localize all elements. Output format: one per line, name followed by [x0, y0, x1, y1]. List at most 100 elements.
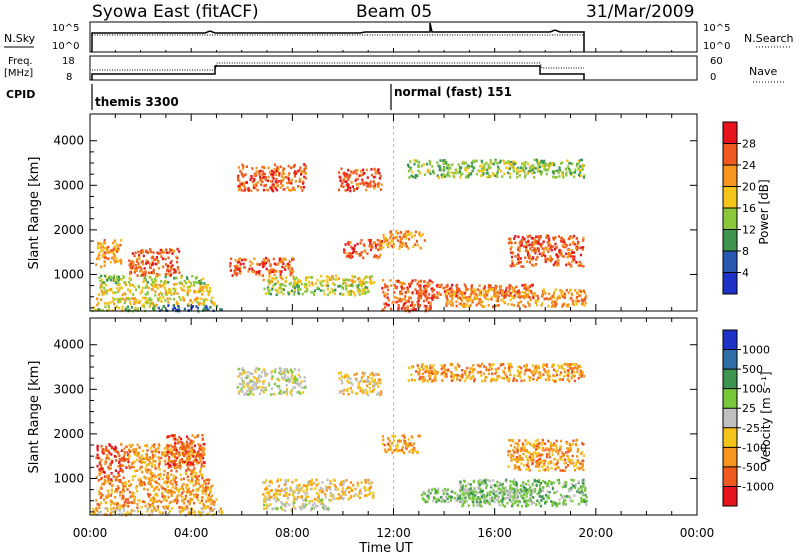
velocity-cell-r12 — [477, 481, 480, 485]
velocity-cell-r4 — [177, 465, 180, 468]
velocity-cell-r4 — [142, 461, 145, 464]
power-cell-r7 — [261, 262, 264, 266]
velocity-cell-r12 — [492, 489, 495, 493]
power-cell-r16 — [469, 303, 472, 307]
power-cell-r15 — [470, 285, 473, 289]
velocity-cell-r7 — [342, 483, 345, 486]
velocity-cell-r10 — [383, 443, 386, 447]
velocity-cell-r2 — [205, 485, 208, 489]
velocity-cell-r12 — [485, 484, 489, 487]
power-cell-r10 — [271, 277, 274, 280]
velocity-cell-r1 — [187, 500, 190, 503]
power-cell-r1 — [187, 304, 190, 308]
velocity-cell-r4 — [161, 453, 164, 456]
power-cell-r10 — [304, 278, 308, 282]
velocity-cell-r11 — [435, 500, 438, 504]
power-cell-r5 — [103, 241, 106, 244]
velocity-cell-r3 — [121, 457, 124, 460]
velocity-cell-r6 — [300, 386, 303, 389]
velocity-cell-r8 — [309, 508, 313, 512]
velocity-cell-r2 — [204, 493, 208, 496]
power-cell-r16 — [576, 292, 580, 295]
power-cell-r16 — [453, 293, 456, 297]
power-cell-r14 — [399, 292, 402, 296]
velocity-cell-r11 — [459, 487, 462, 490]
velocity-cell-r10 — [391, 434, 394, 438]
power-cell-r18 — [417, 165, 420, 168]
power-cell-r18 — [582, 164, 585, 167]
velocity-cell-r12 — [539, 504, 543, 508]
velocity-cell-r10 — [391, 441, 394, 445]
velocity-cell-r11 — [501, 491, 504, 495]
power-cell-r16 — [489, 288, 492, 291]
power-cell-r7 — [275, 263, 278, 266]
velocity-cell-r12 — [572, 479, 575, 482]
power-cell-r17 — [537, 235, 540, 238]
power-cell-r18 — [568, 170, 572, 174]
power-cell-r7 — [270, 268, 273, 271]
power-cell-r14 — [416, 282, 419, 286]
velocity-cell-r6 — [300, 380, 303, 383]
power-cell-r13 — [401, 242, 404, 246]
velocity-cell-r4 — [144, 444, 147, 447]
power-cell-r18 — [475, 159, 478, 163]
power-cell-r14 — [385, 285, 388, 288]
velocity-cell-r3 — [119, 467, 122, 470]
velocity-cell-r8 — [284, 509, 287, 512]
power-cell-r12 — [362, 243, 365, 246]
velocity-cell-r2 — [147, 495, 150, 498]
power-cell-r1 — [190, 306, 193, 310]
power-cell-r16 — [471, 299, 474, 302]
power-cell-r9 — [348, 284, 351, 288]
power-cell-r9 — [358, 293, 361, 296]
power-cell-r8 — [271, 175, 274, 179]
power-cell-r7 — [233, 265, 237, 268]
power-cell-r9 — [346, 290, 349, 294]
velocity-cell-r11 — [442, 498, 445, 502]
power-cell-r16 — [508, 294, 511, 297]
power-cell-r8 — [241, 167, 245, 170]
power-cell-r14 — [404, 306, 407, 310]
power-cell-r7 — [258, 271, 261, 274]
power-cell-r7 — [261, 274, 264, 277]
power-cell-r18 — [522, 161, 525, 165]
velocity-cell-r11 — [436, 497, 439, 501]
power-cell-r10 — [358, 276, 361, 280]
power-cell-r16 — [487, 304, 490, 307]
power-cell-r17 — [535, 239, 538, 243]
power-cell-r17 — [573, 234, 576, 238]
power-cell-r16 — [552, 303, 555, 307]
power-cell-r6 — [175, 255, 178, 259]
power-cell-r9 — [349, 284, 352, 287]
velocity-cell-r7 — [340, 483, 343, 487]
velocity-cell-r11 — [464, 496, 467, 500]
power-cell-r17 — [537, 239, 541, 242]
velocity-cell-r0 — [208, 509, 212, 513]
velocity-cell-r1 — [124, 498, 128, 501]
power-cell-r3 — [137, 284, 140, 288]
power-cell-r10 — [344, 282, 347, 285]
power-cell-r7 — [233, 272, 236, 275]
power-cell-r8 — [279, 182, 282, 185]
power-cell-r3 — [146, 291, 149, 294]
velocity-cell-r9 — [353, 373, 356, 376]
power-cell-r8 — [241, 173, 244, 176]
velocity-cell-r4 — [167, 466, 170, 469]
velocity-cell-r6 — [284, 390, 287, 393]
power-cell-r3 — [172, 287, 175, 291]
power-cell-r2 — [189, 298, 192, 302]
power-cell-r10 — [327, 276, 331, 279]
power-cell-r18 — [539, 170, 542, 173]
power-cell-r12 — [378, 247, 381, 250]
velocity-cell-r0 — [140, 513, 143, 516]
power-cell-r0 — [104, 305, 107, 309]
velocity-cell-r5 — [166, 453, 169, 457]
velocity-cell-r2 — [189, 493, 192, 496]
power-cell-r15 — [437, 284, 440, 288]
velocity-cell-r4 — [184, 454, 187, 457]
velocity-cell-r2 — [154, 487, 157, 490]
velocity-cell-r6 — [256, 367, 259, 370]
power-cell-r16 — [544, 292, 547, 295]
velocity-cell-r2 — [114, 490, 117, 493]
power-cell-r0 — [141, 304, 144, 308]
